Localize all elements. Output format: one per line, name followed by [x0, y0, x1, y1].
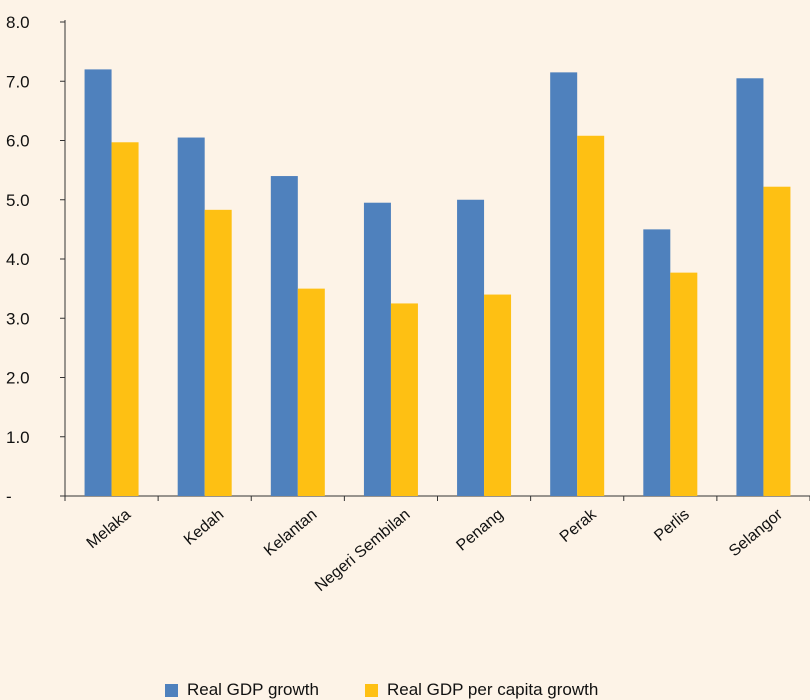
bar-real-gdp-per-capita-growth-kelantan: [297, 288, 325, 496]
y-tick-label: 3.0: [6, 309, 30, 328]
bar-real-gdp-per-capita-growth-kedah: [204, 209, 232, 496]
bar-real-gdp-per-capita-growth-perak: [577, 135, 605, 496]
bar-real-gdp-growth-kedah: [177, 137, 205, 496]
x-category-label-perlis: Perlis: [651, 506, 693, 545]
bar-real-gdp-growth-melaka: [84, 69, 112, 497]
bar-real-gdp-per-capita-growth-perlis: [670, 272, 698, 496]
y-tick-label: 7.0: [6, 72, 30, 91]
y-tick-label: 1.0: [6, 428, 30, 447]
bar-real-gdp-growth-kelantan: [270, 176, 298, 497]
legend-swatch-real-gdp-growth: [165, 683, 178, 697]
bar-real-gdp-growth-penang: [457, 199, 485, 496]
x-category-label-kelantan: Kelantan: [261, 506, 320, 560]
x-category-label-selangor: Selangor: [726, 506, 787, 561]
legend-label-real-gdp-per-capita-growth: Real GDP per capita growth: [386, 680, 599, 699]
x-category-label-melaka: Melaka: [84, 506, 135, 552]
legend: Real GDP growth Real GDP per capita grow…: [165, 680, 598, 700]
legend-label-real-gdp-growth: Real GDP growth: [187, 680, 319, 699]
y-tick-label: 4.0: [6, 250, 30, 269]
x-category-label-perak: Perak: [557, 505, 601, 546]
bar-real-gdp-per-capita-growth-melaka: [111, 142, 139, 496]
y-tick-label: 6.0: [6, 132, 30, 151]
bar-real-gdp-growth-perlis: [643, 229, 671, 496]
x-category-label-negeri-sembilan: Negeri Sembilan: [312, 506, 414, 595]
y-tick-label: 2.0: [6, 369, 30, 388]
legend-item-real-gdp-growth: Real GDP growth: [165, 680, 319, 700]
bar-real-gdp-per-capita-growth-selangor: [763, 186, 791, 496]
y-tick-label: 5.0: [6, 191, 30, 210]
bar-real-gdp-per-capita-growth-negeri-sembilan: [390, 303, 418, 496]
x-category-label-penang: Penang: [453, 506, 506, 554]
bar-real-gdp-per-capita-growth-penang: [484, 294, 512, 496]
x-category-label-kedah: Kedah: [181, 506, 227, 549]
legend-swatch-real-gdp-per-capita-growth: [364, 683, 378, 697]
y-tick-label: -: [6, 487, 12, 506]
bar-real-gdp-growth-perak: [550, 72, 578, 497]
bar-real-gdp-growth-negeri-sembilan: [363, 202, 391, 496]
legend-item-real-gdp-per-capita-growth: Real GDP per capita growth: [364, 680, 599, 700]
y-tick-label: 8.0: [6, 13, 30, 32]
bar-real-gdp-growth-selangor: [736, 78, 764, 496]
